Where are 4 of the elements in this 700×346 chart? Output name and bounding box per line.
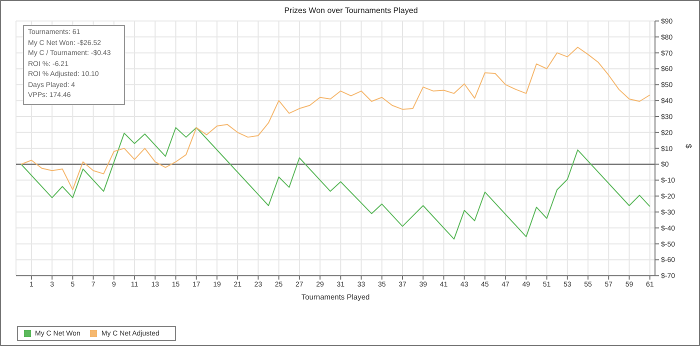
line-series: [20, 127, 650, 240]
y-axis-title: $: [684, 144, 694, 149]
line-series: [20, 46, 650, 190]
chart-title: Prizes Won over Tournaments Played: [283, 6, 419, 15]
